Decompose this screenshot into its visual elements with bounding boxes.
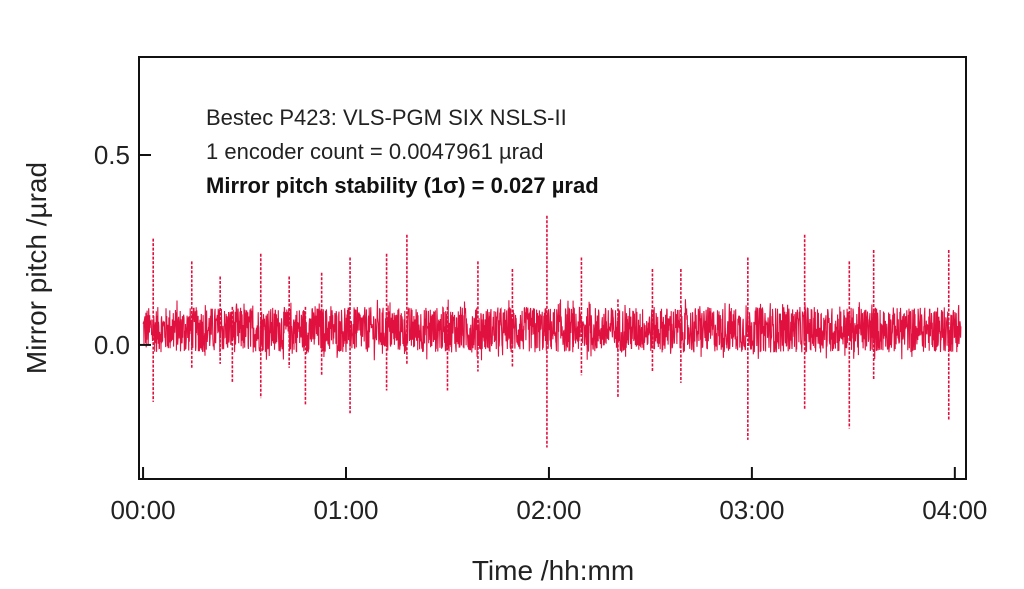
y-axis-title: Mirror pitch /µrad (21, 162, 52, 374)
y-tick-label: 0.5 (94, 140, 130, 170)
annotation-encoder: 1 encoder count = 0.0047961 µrad (206, 139, 543, 164)
x-tick-label: 02:00 (516, 495, 581, 525)
x-tick-label: 03:00 (719, 495, 784, 525)
ticks: 00:00 01:00 02:00 03:00 04:00 0.0 0.5 (94, 140, 988, 525)
plot-frame (138, 56, 967, 480)
x-axis-title: Time /hh:mm (472, 555, 634, 586)
x-tick-label: 04:00 (922, 495, 987, 525)
series-line (142, 299, 962, 361)
x-tick-label: 01:00 (313, 495, 378, 525)
annotation-stability: Mirror pitch stability (1σ) = 0.027 µrad (206, 173, 599, 198)
x-tick-label: 00:00 (111, 495, 176, 525)
annotation-title: Bestec P423: VLS-PGM SIX NSLS-II (206, 105, 567, 130)
y-tick-label: 0.0 (94, 330, 130, 360)
data-layer (142, 215, 962, 448)
